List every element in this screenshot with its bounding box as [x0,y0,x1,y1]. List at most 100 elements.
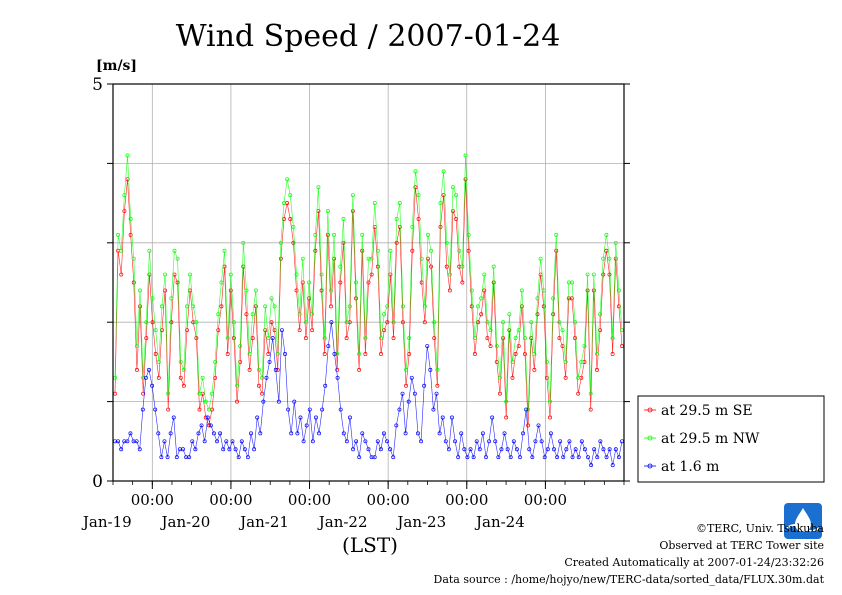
data-point-1 [454,193,459,198]
data-point-1 [447,272,452,277]
data-point-1 [194,320,199,325]
data-point-1 [404,367,409,372]
data-point-1 [523,336,527,341]
data-point-2 [134,439,139,444]
data-point-0 [513,352,518,356]
data-point-2 [484,455,488,460]
data-point-1 [228,272,233,277]
data-point-1 [244,288,249,293]
data-point-2 [496,455,501,460]
data-point-0 [479,312,484,317]
data-point-2 [400,391,405,396]
data-point-0 [598,328,603,333]
data-point-1 [197,391,202,396]
data-point-0 [231,336,236,341]
data-point-2 [514,447,519,452]
data-point-1 [128,217,133,221]
data-point-2 [242,447,247,452]
data-point-1 [325,209,330,213]
data-point-2 [468,447,473,452]
data-point-1 [435,367,440,372]
data-point-2 [589,463,594,468]
data-point-1 [125,153,130,158]
data-point-2 [552,447,556,452]
data-point-1 [595,352,599,356]
legend-swatch-marker [647,463,653,469]
x-date-label: Jan-21 [238,513,289,531]
data-point-2 [477,447,482,452]
data-point-2 [403,431,408,436]
x-tick-label: 00:00 [131,491,174,509]
data-point-1 [206,407,211,412]
data-point-0 [595,367,599,372]
data-point-0 [591,288,596,293]
data-point-1 [497,375,502,380]
data-point-1 [360,232,365,237]
data-point-2 [530,455,535,460]
data-point-2 [258,431,263,436]
copyright-text: ©TERC, Univ. Tsukuba [695,522,824,535]
data-point-2 [416,431,420,436]
data-point-0 [507,328,512,333]
data-point-0 [391,336,396,341]
data-point-1 [573,320,578,325]
data-point-0 [616,304,621,309]
data-point-2 [561,455,566,460]
data-point-2 [385,439,389,444]
data-point-2 [567,439,572,444]
data-point-2 [286,407,291,412]
data-point-2 [165,455,170,460]
data-point-1 [488,328,493,333]
data-point-2 [224,439,229,444]
data-point-2 [304,423,309,428]
data-point-1 [319,272,324,277]
data-point-0 [613,256,618,261]
data-point-1 [231,320,236,325]
data-point-2 [450,415,454,420]
data-point-1 [372,201,377,206]
data-point-2 [366,447,371,452]
data-point-2 [533,439,538,444]
data-point-1 [313,232,318,237]
data-point-1 [526,407,531,412]
data-point-0 [328,304,333,309]
data-point-1 [354,280,358,285]
data-point-2 [613,447,618,452]
data-point-0 [422,320,427,325]
data-point-0 [128,232,133,237]
data-point-0 [266,352,271,356]
data-point-1 [507,312,512,317]
data-point-2 [480,431,485,436]
data-point-1 [210,391,214,396]
data-point-0 [181,383,186,388]
data-point-2 [582,447,587,452]
data-point-2 [437,431,442,436]
data-point-2 [511,439,516,444]
data-point-0 [138,304,142,309]
data-point-2 [289,431,294,436]
data-point-0 [588,407,593,412]
data-point-2 [456,455,461,460]
data-point-0 [282,217,286,221]
data-point-1 [494,344,499,348]
logo-text: TERC [792,530,814,539]
data-point-2 [598,439,603,444]
data-point-2 [348,415,352,420]
data-point-0 [366,280,371,285]
data-point-0 [497,391,502,396]
data-point-1 [535,296,540,301]
data-point-2 [310,439,315,444]
data-point-2 [320,407,325,412]
data-point-1 [153,328,158,333]
data-point-1 [278,240,283,245]
data-point-0 [291,240,296,245]
data-point-0 [485,336,490,341]
data-point-1 [144,320,149,325]
data-point-2 [471,455,476,460]
data-point-2 [245,455,250,460]
data-point-0 [607,272,612,277]
data-point-1 [116,232,121,237]
data-point-2 [558,439,563,444]
data-point-2 [215,439,219,444]
data-point-1 [213,359,218,364]
